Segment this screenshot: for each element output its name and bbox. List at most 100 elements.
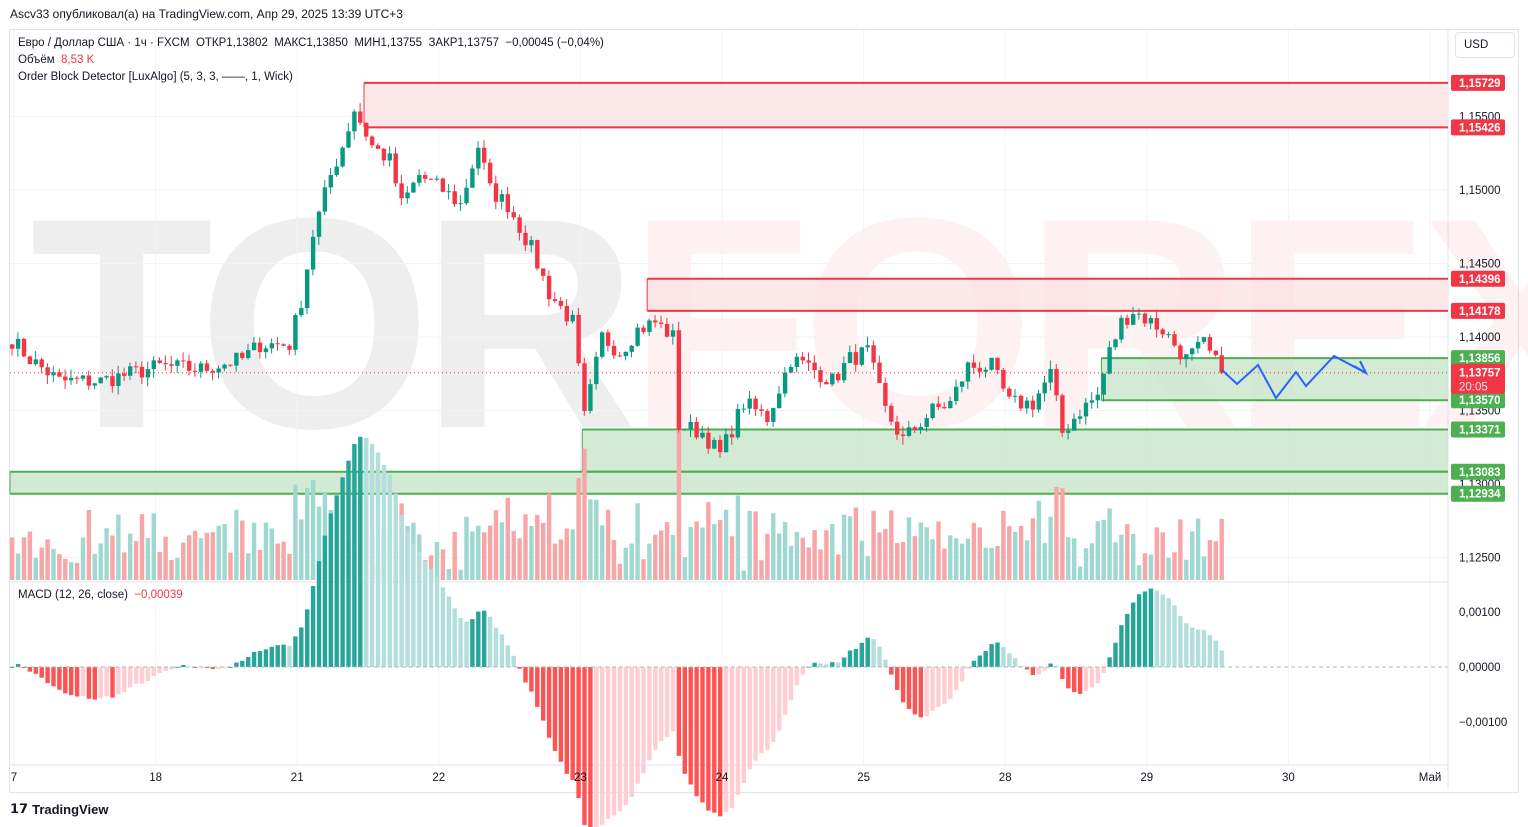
volume-bar [157, 552, 162, 580]
macd-tick-label: −0,00100 [1459, 717, 1507, 729]
price-tag [1451, 392, 1505, 409]
volume-bar [476, 525, 481, 580]
candle-body [133, 366, 139, 368]
macd-histogram-bar [57, 667, 62, 690]
macd-value: −0,00039 [134, 589, 183, 601]
macd-histogram-bar [27, 667, 33, 672]
volume-bar [228, 552, 233, 580]
macd-histogram-bar [133, 667, 139, 684]
candle-body [157, 360, 162, 364]
currency-button[interactable]: USD [1455, 32, 1515, 58]
time-tick-label: 29 [1140, 772, 1153, 784]
symbol-title[interactable]: Евро / Доллар США · 1ч · FXCM [18, 37, 190, 49]
candle-body [434, 178, 440, 180]
macd-histogram-bar [1178, 615, 1183, 667]
candle-body [1178, 345, 1183, 360]
macd-histogram-bar [346, 460, 351, 667]
macd-histogram-bar [1072, 667, 1077, 693]
volume-bar [706, 502, 711, 580]
macd-histogram-bar [747, 667, 752, 770]
candle-body [27, 356, 33, 365]
volume-bar [983, 547, 988, 580]
volume-bar [1001, 510, 1006, 580]
macd-histogram-bar [1125, 613, 1130, 667]
candle-body [552, 299, 558, 302]
indicator-label[interactable]: Order Block Detector [LuxAlgo] (5, 3, 3,… [18, 71, 293, 83]
candle-body [629, 345, 634, 352]
candle-body [700, 432, 705, 438]
volume-bar [859, 540, 864, 580]
candle-body [1213, 350, 1218, 356]
volume-bar [924, 527, 929, 580]
macd-histogram-bar [139, 667, 145, 684]
volume-bar [759, 560, 764, 580]
candle-body [204, 363, 210, 371]
macd-histogram-bar [122, 667, 127, 693]
candle-body [375, 145, 381, 149]
macd-histogram-bar [110, 667, 115, 698]
candle-body [452, 191, 457, 205]
macd-histogram-bar [989, 644, 994, 667]
volume-label[interactable]: Объём [18, 54, 55, 66]
volume-bar [1048, 516, 1053, 580]
macd-histogram-bar [788, 667, 794, 701]
macd-histogram-bar [1154, 590, 1159, 667]
volume-bar [930, 539, 935, 580]
volume-bar [535, 514, 540, 580]
candle-body [617, 355, 623, 357]
macd-histogram-bar [128, 667, 133, 688]
macd-histogram-bar [647, 667, 652, 761]
volume-bar [122, 552, 127, 580]
macd-histogram-bar [1136, 594, 1142, 667]
macd-histogram-bar [458, 618, 463, 667]
macd-histogram-bar [1007, 653, 1012, 667]
candle-body [1201, 337, 1207, 342]
price-tick-label: 1,13500 [1459, 406, 1501, 418]
macd-histogram-bar [706, 667, 711, 811]
macd-histogram-bar [15, 664, 21, 667]
macd-histogram-bar [794, 667, 800, 686]
candle-body [659, 322, 664, 324]
volume-bar [582, 448, 587, 580]
volume-bar [600, 525, 605, 580]
volume-bar [316, 506, 322, 580]
candle-body [411, 182, 416, 193]
macd-histogram-bar [541, 667, 546, 721]
volume-bar [175, 557, 180, 580]
candle-body [310, 236, 316, 270]
macd-histogram-bar [476, 611, 481, 667]
volume-bar [948, 535, 953, 580]
volume-bar [694, 521, 699, 580]
candle-body [558, 301, 564, 306]
candle-body [281, 344, 286, 346]
macd-histogram-bar [464, 621, 469, 667]
volume-bar [989, 547, 994, 580]
macd-histogram-bar [181, 664, 186, 667]
macd-histogram-bar [865, 637, 870, 667]
volume-bar [110, 535, 115, 580]
volume-bar [216, 525, 221, 580]
volume-bar [57, 554, 62, 580]
volume-bar [900, 541, 906, 580]
price-tick-label: 1,14500 [1459, 259, 1501, 271]
volume-bar [204, 532, 210, 580]
tradingview-logo[interactable]: 𝟭𝟳 TradingView [10, 801, 108, 817]
macd-histogram-bar [836, 662, 841, 667]
volume-bar [895, 543, 900, 580]
volume-bar [741, 570, 746, 580]
volume-bar [735, 495, 741, 580]
volume-bar [517, 538, 522, 580]
macd-histogram-bar [257, 651, 263, 667]
volume-bar [1007, 526, 1012, 580]
volume-bar [470, 531, 475, 580]
volume-bar [995, 546, 1000, 580]
candle-body [877, 362, 882, 383]
candle-body [635, 327, 640, 346]
macd-histogram-bar [729, 667, 735, 809]
volume-bar [499, 522, 505, 580]
candle-body [959, 381, 965, 387]
candle-body [240, 352, 245, 359]
macd-label[interactable]: MACD (12, 26, close) [18, 589, 128, 601]
candle-body [895, 421, 900, 435]
